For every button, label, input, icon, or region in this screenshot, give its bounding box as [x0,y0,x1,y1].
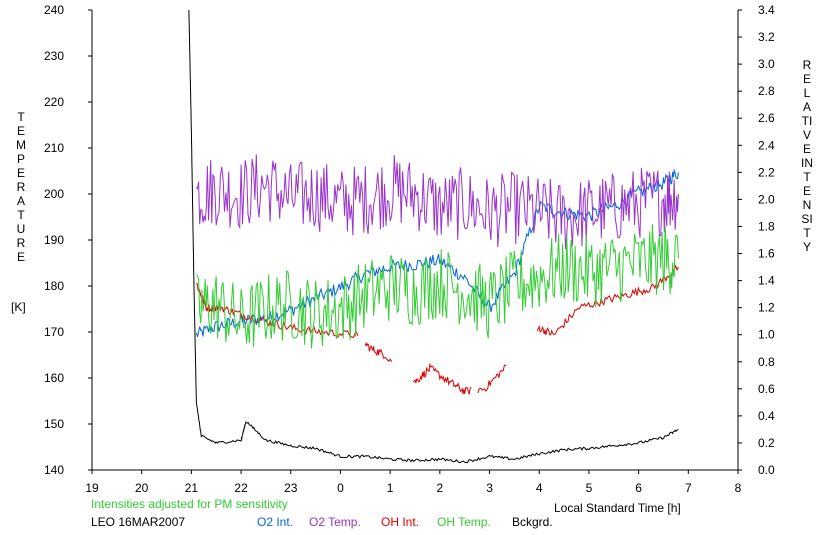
axes: 1401501601701801902002102202302400.00.20… [44,3,775,495]
x-tick-label: 8 [735,481,742,495]
y-right-tick-label: 1.4 [758,274,775,288]
y-left-tick-label: 150 [44,417,64,431]
series-line-o2-int [195,168,679,338]
series-line-bckgrd [188,9,679,464]
series-line-oh-int [412,362,472,395]
y-right-tick-label: 3.0 [758,57,775,71]
series-line-oh-int [196,282,359,338]
y-right-tick-label: 0.0 [758,463,775,477]
y-left-tick-label: 240 [44,3,64,17]
series-line-oh-int [477,364,507,394]
x-tick-label: 5 [586,481,593,495]
y-left-tick-label: 190 [44,233,64,247]
legend-entry: O2 Int. [257,515,294,529]
y-left-tick-label: 210 [44,141,64,155]
x-tick-label: 22 [234,481,248,495]
x-tick-label: 20 [135,481,149,495]
x-tick-label: 3 [486,481,493,495]
legend-entry: O2 Temp. [309,515,361,529]
adjustment-note: Intensities adjusted for PM sensitivity [91,497,288,511]
y-left-tick-label: 180 [44,279,64,293]
legend-entry: OH Int. [381,515,420,529]
y-left-tick-label: 230 [44,49,64,63]
y-right-tick-label: 1.0 [758,328,775,342]
series-line-oh-int [364,341,393,362]
x-tick-label: 0 [337,481,344,495]
y-right-tick-label: 1.6 [758,247,775,261]
x-tick-label: 4 [536,481,543,495]
y-right-tick-label: 3.2 [758,30,775,44]
right-axis-label: RELATIVE INTENSITY [801,58,813,254]
y-right-tick-label: 2.2 [758,165,775,179]
x-tick-label: 23 [284,481,298,495]
y-right-tick-label: 0.6 [758,382,775,396]
x-tick-label: 21 [185,481,199,495]
x-axis-label: Local Standard Time [h] [554,501,681,515]
left-axis-unit: [K] [11,300,26,314]
y-left-tick-label: 160 [44,371,64,385]
y-left-tick-label: 140 [44,463,64,477]
series-line-o2-temp [196,154,679,249]
x-tick-label: 6 [635,481,642,495]
left-axis-label: TEMPERATURE [16,110,26,264]
series-line-oh-temp [195,223,679,349]
series-line-oh-int [536,264,679,336]
legend-entry: Bckgrd. [512,515,553,529]
y-left-tick-label: 220 [44,95,64,109]
station-date-label: LEO 16MAR2007 [91,515,186,529]
y-right-tick-label: 0.4 [758,409,775,423]
y-right-tick-label: 2.6 [758,111,775,125]
x-tick-label: 2 [437,481,444,495]
y-left-tick-label: 200 [44,187,64,201]
y-left-tick-label: 170 [44,325,64,339]
x-tick-label: 19 [85,481,99,495]
y-right-tick-label: 0.2 [758,436,775,450]
y-right-tick-label: 0.8 [758,355,775,369]
y-right-tick-label: 2.8 [758,84,775,98]
x-tick-label: 7 [685,481,692,495]
x-tick-label: 1 [387,481,394,495]
y-right-tick-label: 2.0 [758,192,775,206]
y-right-tick-label: 2.4 [758,138,775,152]
series-group [188,9,679,464]
y-right-tick-label: 1.8 [758,219,775,233]
y-right-tick-label: 3.4 [758,3,775,17]
y-right-tick-label: 1.2 [758,301,775,315]
legend-entry: OH Temp. [437,515,491,529]
